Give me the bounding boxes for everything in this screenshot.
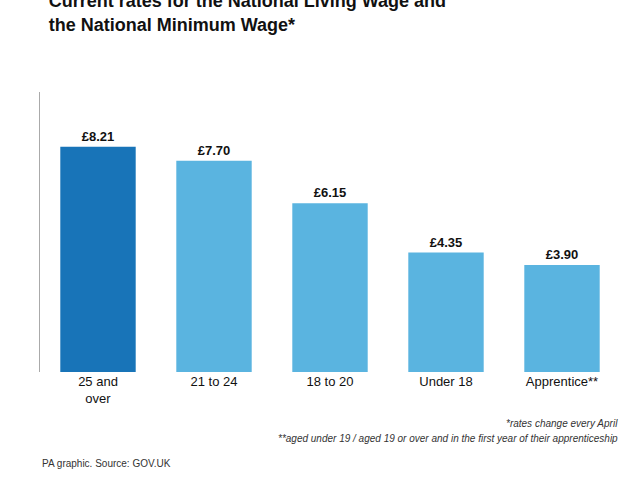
svg-text:PA graphic. Source: GOV.UK: PA graphic. Source: GOV.UK	[42, 458, 171, 469]
svg-text:**aged under 19 / aged 19 or o: **aged under 19 / aged 19 or over and in…	[278, 433, 618, 444]
svg-text:£8.21: £8.21	[82, 129, 115, 144]
svg-text:18 to 20: 18 to 20	[307, 374, 354, 389]
svg-text:*rates change every April: *rates change every April	[506, 418, 618, 429]
svg-text:Under 18: Under 18	[419, 374, 472, 389]
svg-text:Current rates for the National: Current rates for the National Living Wa…	[49, 0, 446, 35]
svg-text:£4.35: £4.35	[430, 235, 463, 250]
svg-text:21 to 24: 21 to 24	[191, 374, 238, 389]
svg-text:Apprentice**: Apprentice**	[526, 374, 598, 389]
svg-text:25 andover: 25 andover	[78, 374, 118, 406]
svg-text:£6.15: £6.15	[314, 185, 347, 200]
svg-text:£7.70: £7.70	[198, 143, 231, 158]
svg-text:£3.90: £3.90	[546, 247, 579, 262]
